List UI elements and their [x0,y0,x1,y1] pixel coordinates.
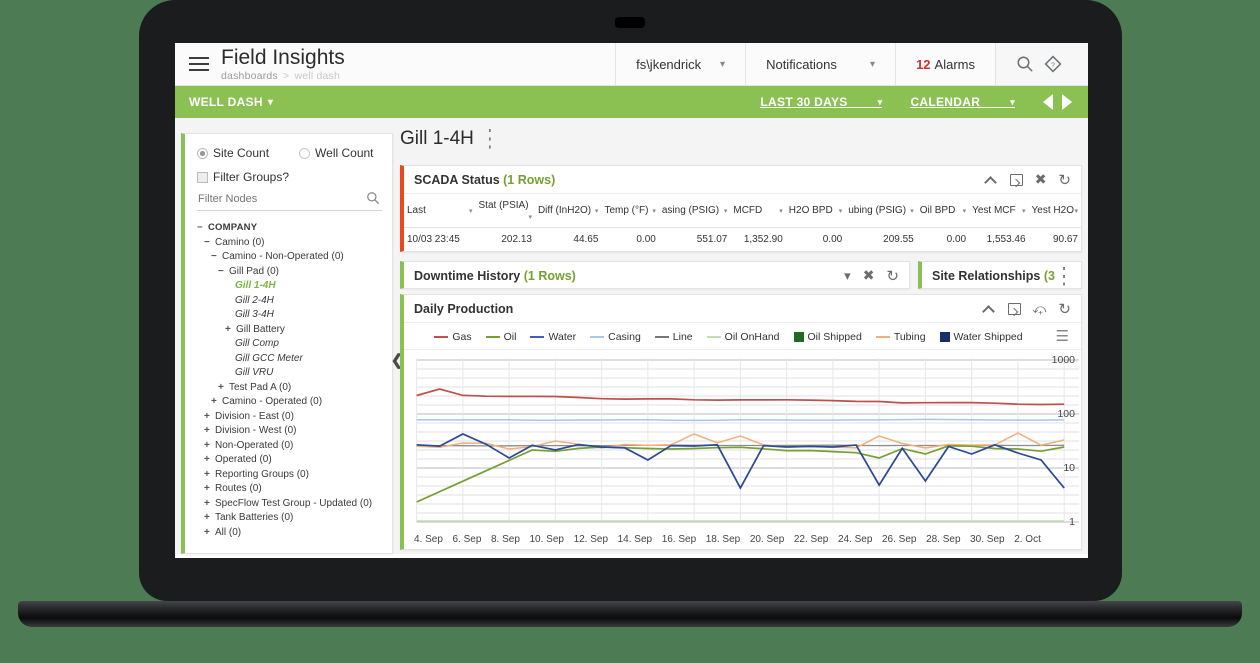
svg-text:?: ? [1051,62,1055,69]
